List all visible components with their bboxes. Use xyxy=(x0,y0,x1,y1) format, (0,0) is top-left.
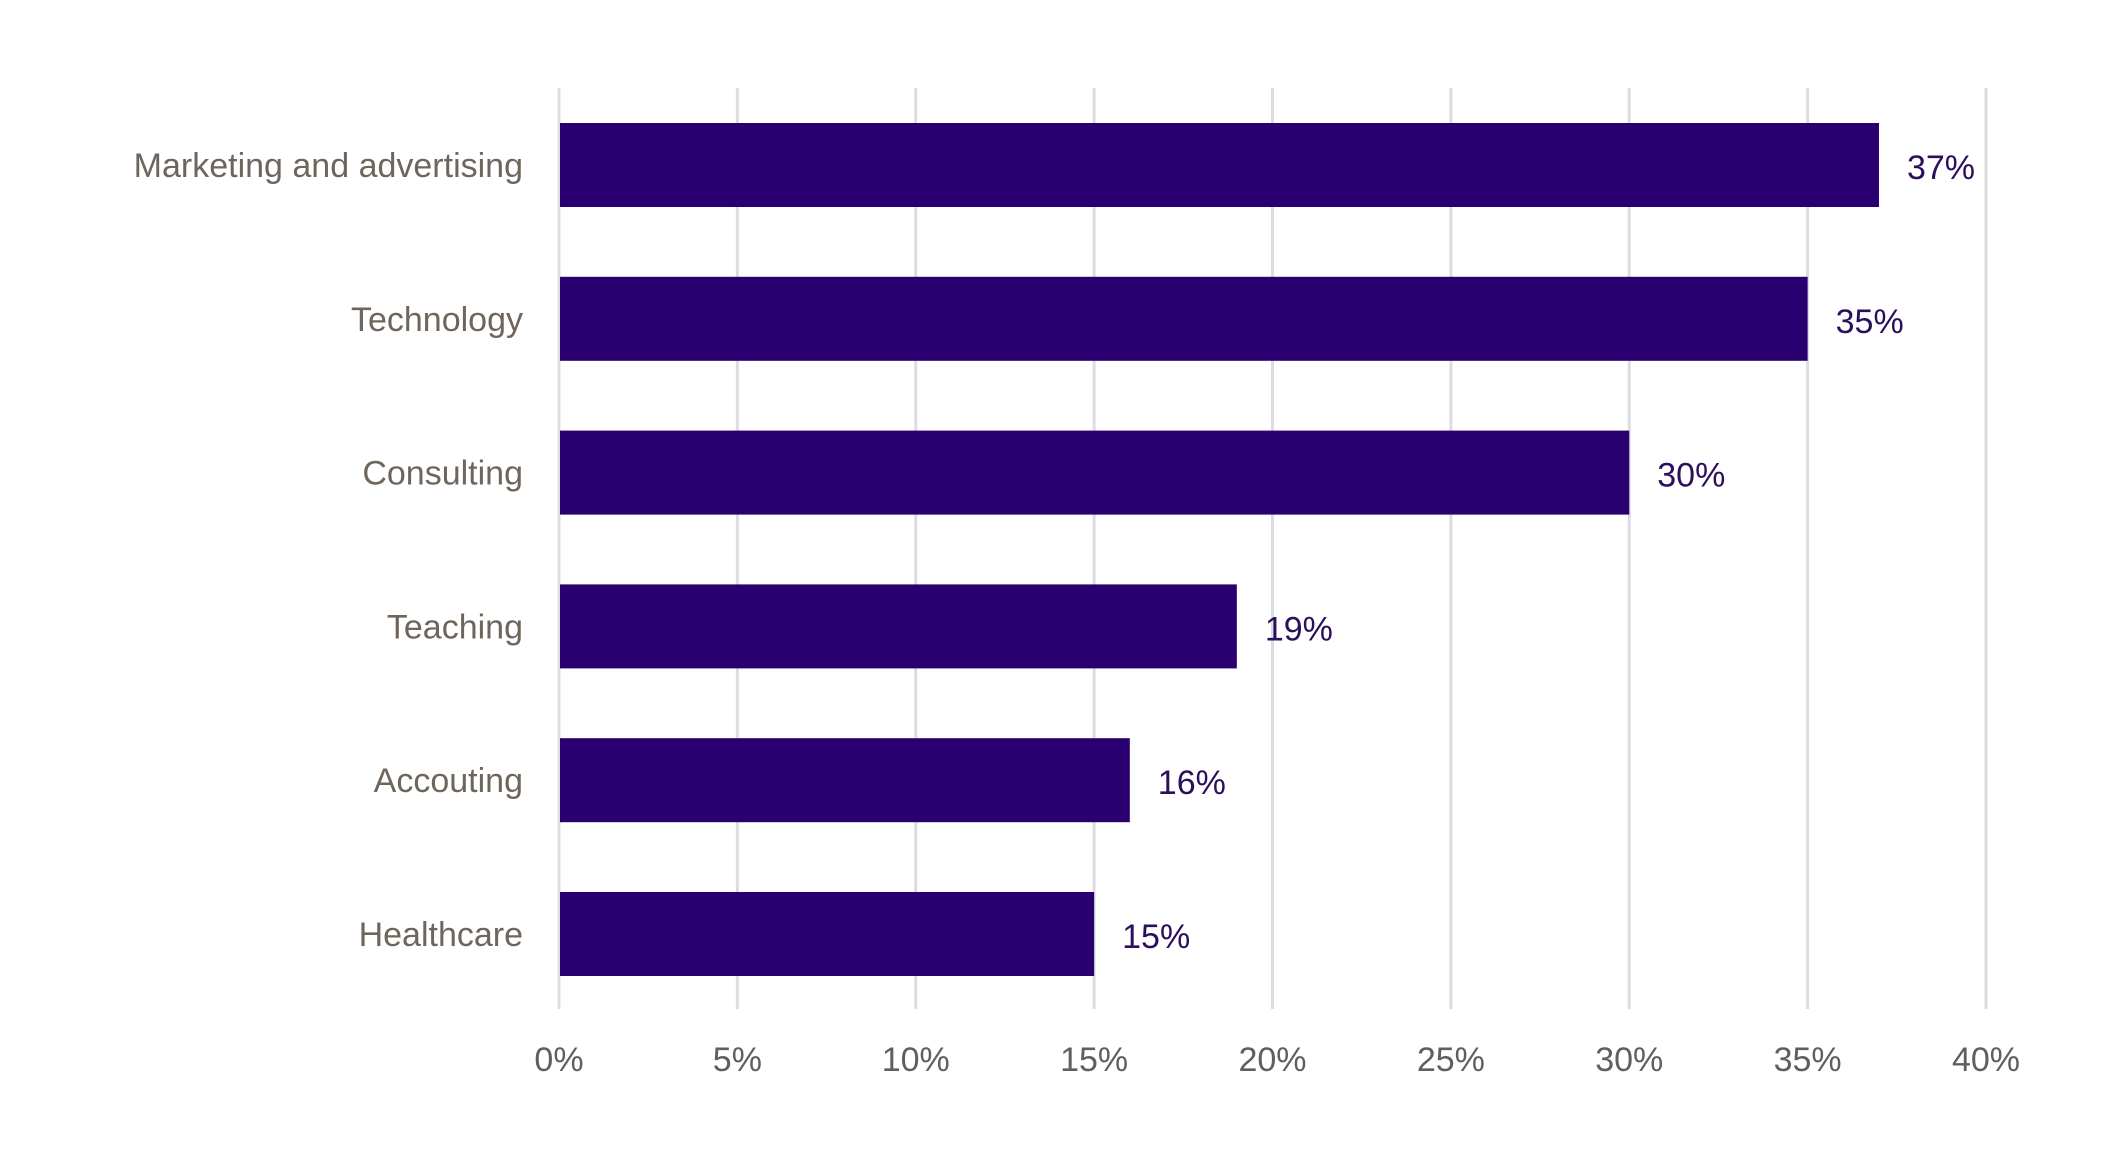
bar xyxy=(560,430,1630,515)
bar xyxy=(560,584,1237,669)
value-labels: 37% 35% 30% 19% 16% 15% xyxy=(1122,149,1975,956)
category-label: Accouting xyxy=(374,762,523,800)
x-tick-label: 40% xyxy=(1952,1041,2020,1079)
x-axis-tick-labels: 0% 5% 10% 15% 20% 25% 30% 35% 40% xyxy=(534,1041,2020,1079)
bars xyxy=(560,123,1879,976)
category-label: Healthcare xyxy=(359,916,523,954)
value-label: 19% xyxy=(1265,610,1333,648)
x-tick-label: 5% xyxy=(713,1041,762,1079)
category-label: Consulting xyxy=(362,455,523,493)
category-label: Teaching xyxy=(387,608,523,646)
gridlines xyxy=(557,88,1988,1009)
category-labels: Marketing and advertising Technology Consu… xyxy=(134,147,523,954)
value-label: 15% xyxy=(1122,918,1190,956)
value-label: 16% xyxy=(1158,764,1226,802)
x-tick-label: 15% xyxy=(1060,1041,1128,1079)
x-tick-label: 20% xyxy=(1238,1041,1306,1079)
x-tick-label: 10% xyxy=(882,1041,950,1079)
x-tick-label: 30% xyxy=(1595,1041,1663,1079)
x-tick-label: 25% xyxy=(1417,1041,1485,1079)
value-label: 35% xyxy=(1836,303,1904,341)
value-label: 30% xyxy=(1657,457,1725,495)
category-label: Technology xyxy=(351,301,523,339)
bar xyxy=(560,276,1808,361)
bar xyxy=(560,892,1095,976)
x-tick-label: 0% xyxy=(534,1041,583,1079)
category-label: Marketing and advertising xyxy=(134,147,523,185)
value-label: 37% xyxy=(1907,149,1975,187)
bar xyxy=(560,123,1879,207)
x-tick-label: 35% xyxy=(1774,1041,1842,1079)
bar xyxy=(560,738,1130,823)
